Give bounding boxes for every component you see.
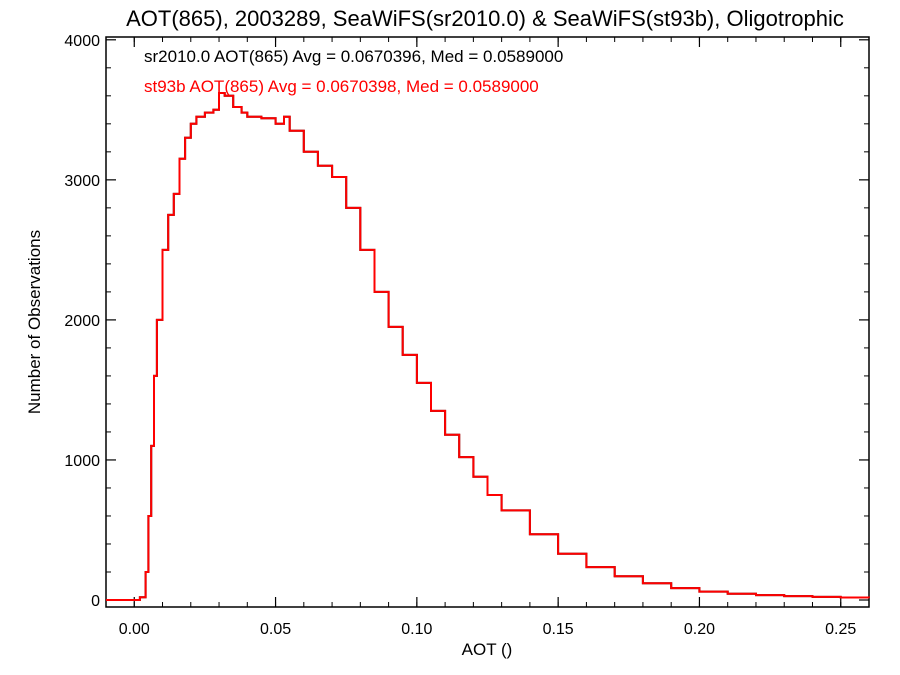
x-tick-label: 0.00 [119,621,150,638]
y-tick-label: 1000 [64,453,100,470]
x-tick-label: 0.20 [684,621,715,638]
x-axis-label: AOT () [462,640,513,659]
y-tick-label: 0 [91,593,100,610]
plot-frame [105,36,870,608]
x-tick-label: 0.15 [543,621,574,638]
tick-labels: 0.00 0.05 0.10 0.15 0.20 0.25 0 1000 2000 3000 400… [64,33,856,638]
chart-title: AOT(865), 2003289, SeaWiFS(sr2010.0) & S… [126,6,844,31]
axis-ticks [106,37,869,607]
y-tick-label: 2000 [64,313,100,330]
y-axis-label: Number of Observations [25,230,44,414]
y-tick-label: 3000 [64,173,100,190]
series-sr2010.0-line [106,92,870,601]
annotation-st93b: st93b AOT(865) Avg = 0.0670398, Med = 0.… [144,77,539,96]
x-tick-label: 0.25 [825,621,856,638]
y-tick-label: 4000 [64,33,100,50]
x-tick-label: 0.05 [260,621,291,638]
x-tick-label: 0.10 [401,621,432,638]
series-st93b-line [106,92,870,601]
annotation-sr2010: sr2010.0 AOT(865) Avg = 0.0670396, Med =… [144,47,563,66]
histogram-series [106,92,870,601]
